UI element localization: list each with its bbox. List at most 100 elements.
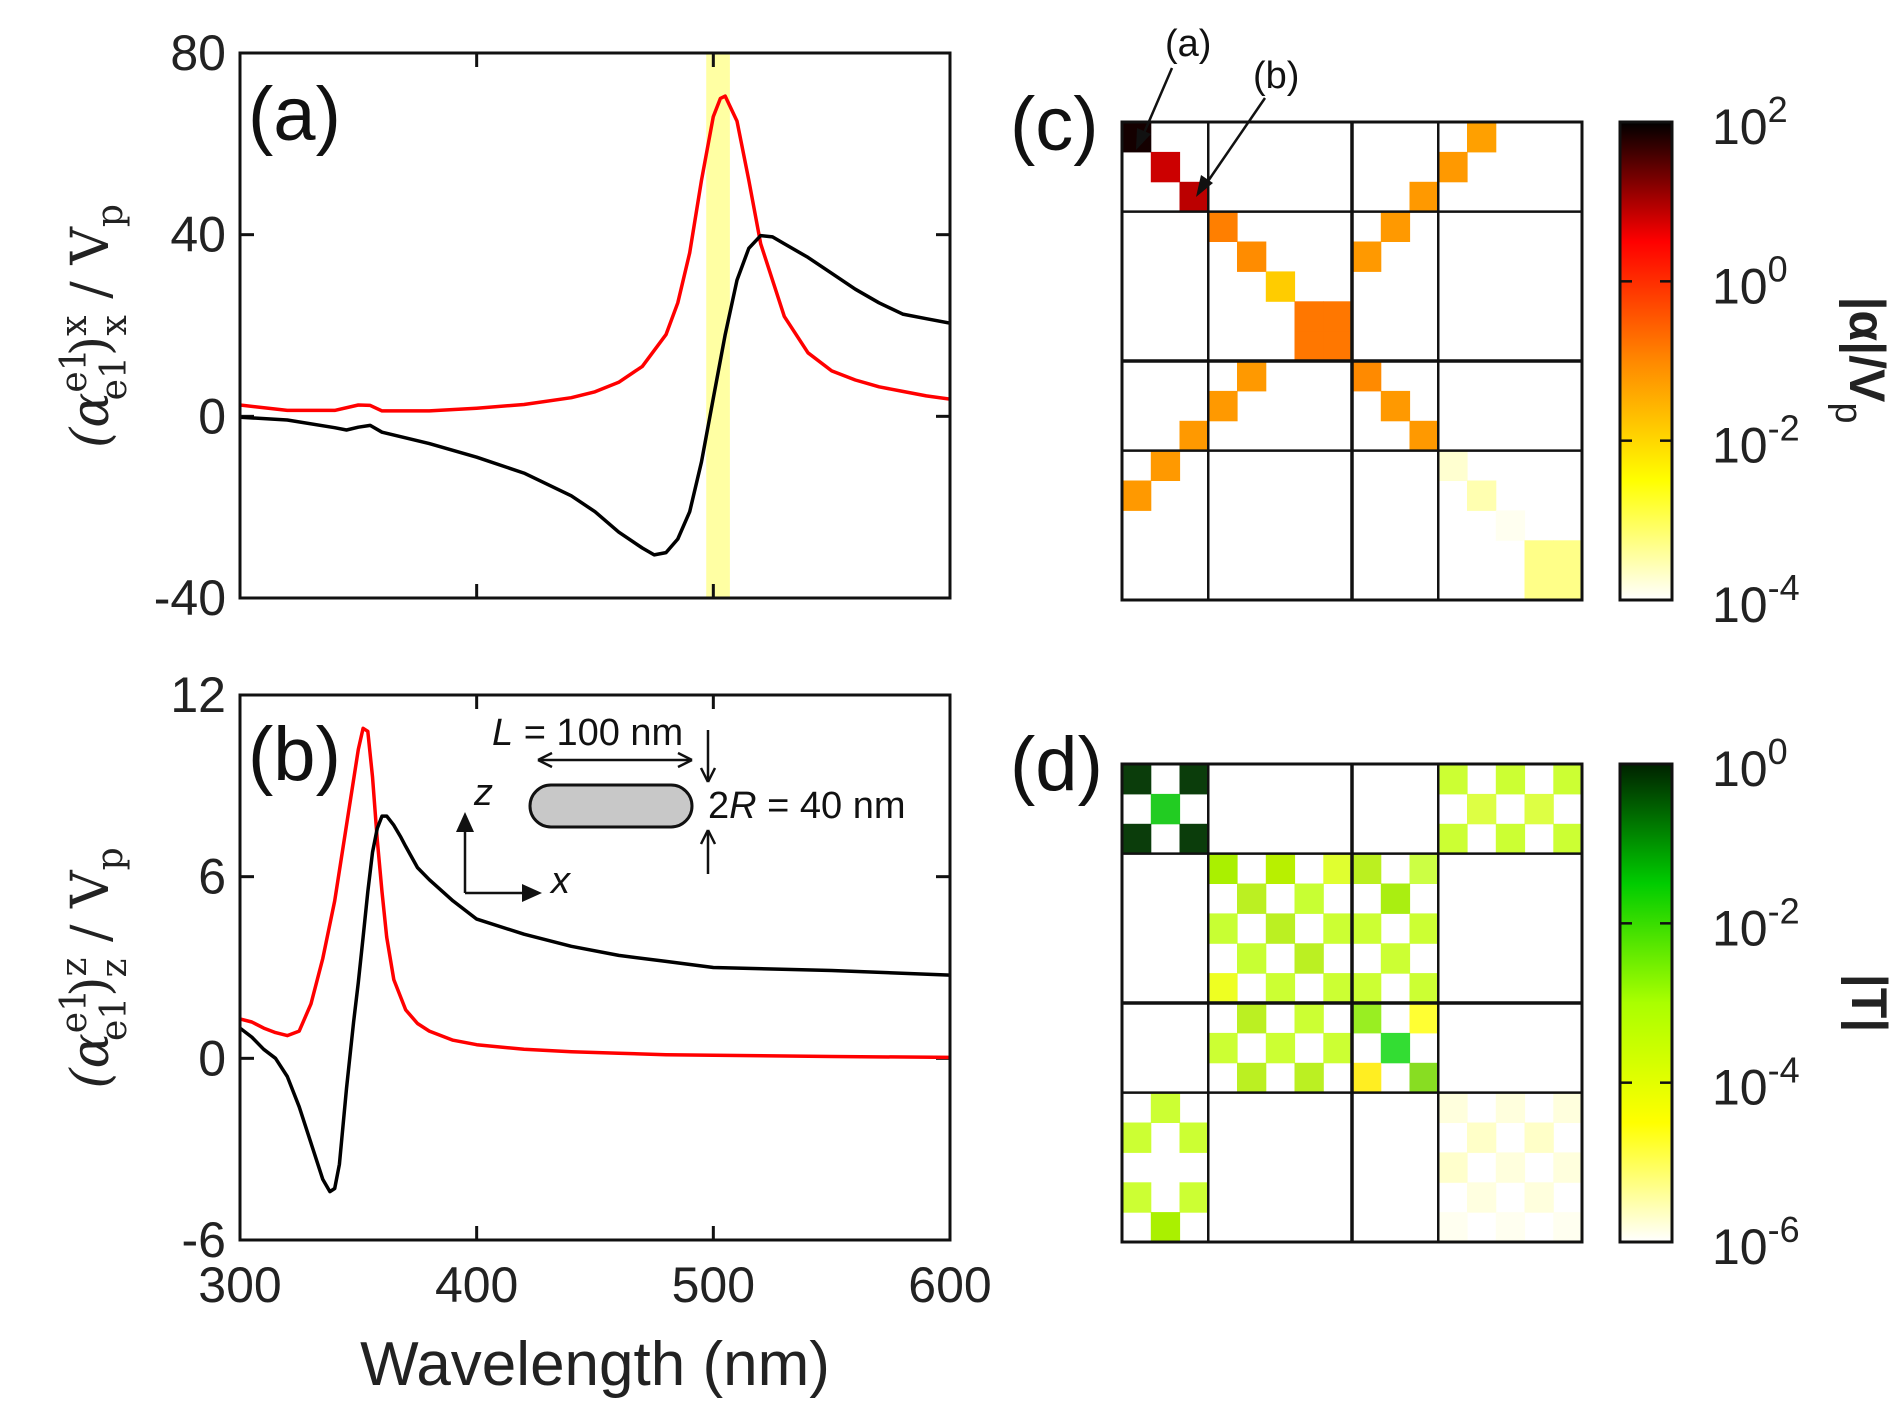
heatmap-cell bbox=[1467, 793, 1497, 825]
panel-a-line-chart: 80 40 0 -40 (a) (αe1e1)xx / Vp bbox=[54, 25, 952, 626]
colorbar-tick-label: 10-2 bbox=[1712, 408, 1800, 474]
panel-d-block-lines bbox=[1120, 762, 1584, 1244]
annotation-a: (a) bbox=[1165, 23, 1211, 65]
heatmap-cell bbox=[1208, 853, 1238, 884]
series-line-black bbox=[240, 233, 950, 557]
heatmap-cell bbox=[1208, 913, 1238, 944]
heatmap-cell bbox=[1150, 151, 1181, 183]
heatmap-cell bbox=[1438, 1152, 1468, 1183]
tick-base: 10 bbox=[1712, 1219, 1768, 1275]
heatmap-cell bbox=[1352, 241, 1382, 272]
heatmap-cell bbox=[1553, 823, 1583, 855]
colorbar-tick-label: 10-6 bbox=[1712, 1209, 1800, 1275]
series-line-red bbox=[240, 94, 950, 413]
heatmap-cell bbox=[1294, 301, 1324, 332]
ylabel-alpha: (α bbox=[61, 1033, 121, 1088]
panel-b-xlabel: Wavelength (nm) bbox=[360, 1330, 830, 1399]
heatmap-cell bbox=[1294, 883, 1324, 914]
ylabel-comp-sub: z bbox=[94, 959, 135, 978]
panel-a-ticks: 80 40 0 -40 bbox=[154, 25, 226, 626]
tick-exponent: -4 bbox=[1768, 567, 1800, 608]
panel-a-frame bbox=[238, 51, 952, 600]
heatmap-cell bbox=[1294, 331, 1324, 362]
heatmap-cell bbox=[1380, 883, 1411, 914]
y-tick-label: 0 bbox=[198, 1030, 226, 1086]
tick-base: 10 bbox=[1712, 900, 1768, 956]
heatmap-cell bbox=[1495, 510, 1526, 541]
heatmap-cell bbox=[1237, 943, 1267, 974]
heatmap-cell bbox=[1150, 793, 1181, 825]
heatmap-cell bbox=[1495, 764, 1526, 795]
heatmap-cell bbox=[1179, 420, 1209, 452]
heatmap-cell bbox=[1352, 853, 1382, 884]
heatmap-cell bbox=[1438, 1212, 1468, 1243]
heatmap-cell bbox=[1352, 361, 1382, 392]
tick-exponent: -6 bbox=[1768, 1209, 1800, 1250]
colorbar-c bbox=[1618, 120, 1674, 602]
heatmap-cell bbox=[1438, 764, 1468, 795]
tick-exponent: 0 bbox=[1768, 731, 1788, 772]
ylabel-tail-sub: p bbox=[90, 204, 131, 227]
heatmap-cell bbox=[1524, 793, 1554, 825]
heatmap-cell bbox=[1122, 764, 1152, 795]
y-tick-label: 6 bbox=[198, 849, 226, 905]
annotation-a-arrow bbox=[1139, 67, 1174, 141]
panel-b-ylabel: (αe1e1)zz / Vp bbox=[54, 847, 135, 1088]
heatmap-cell bbox=[1524, 570, 1554, 601]
heatmap-cell bbox=[1208, 390, 1238, 422]
ylabel-comp-sub: x bbox=[94, 315, 135, 335]
heatmap-cell bbox=[1265, 913, 1296, 944]
y-tick-label: 0 bbox=[198, 388, 226, 444]
panel-a-ylabel: (αe1e1)xx / Vp bbox=[54, 204, 135, 448]
heatmap-cell bbox=[1208, 1032, 1238, 1064]
annotation-a-arrowhead bbox=[1136, 128, 1151, 150]
heatmap-cell bbox=[1467, 480, 1497, 511]
tick-base: 10 bbox=[1712, 577, 1768, 633]
ylabel-sup: e1 bbox=[54, 989, 95, 1033]
x-tick-label: 400 bbox=[435, 1257, 518, 1313]
colorbar-tick-label: 100 bbox=[1712, 248, 1788, 314]
panel-a-series bbox=[240, 94, 950, 557]
heatmap-cell bbox=[1237, 883, 1267, 914]
radius-label: 2R = 40 nm bbox=[708, 785, 906, 827]
heatmap-cell bbox=[1294, 1003, 1324, 1034]
heatmap-cell bbox=[1179, 764, 1209, 795]
panel-b-grid bbox=[238, 693, 952, 1242]
heatmap-cell bbox=[1122, 823, 1152, 855]
heatmap-cell bbox=[1265, 271, 1296, 302]
heatmap-cell bbox=[1352, 1003, 1382, 1034]
radius-label-value: = 40 nm bbox=[757, 785, 906, 827]
radius-arrowhead-top bbox=[699, 767, 717, 783]
nanorod-shape bbox=[528, 783, 694, 829]
panel-b-series bbox=[240, 726, 950, 1194]
tick-base: 10 bbox=[1712, 741, 1768, 797]
length-label: L = 100 nm bbox=[492, 712, 683, 754]
annotation-b-arrow bbox=[1202, 97, 1267, 188]
heatmap-cell bbox=[1409, 1003, 1439, 1034]
heatmap-cell bbox=[1122, 1122, 1152, 1153]
heatmap-cell bbox=[1380, 1032, 1411, 1064]
heatmap-cell bbox=[1352, 913, 1382, 944]
ylabel-close: ) bbox=[61, 336, 121, 356]
panel-c-label: (c) bbox=[1010, 82, 1099, 167]
heatmap-cell bbox=[1352, 1062, 1382, 1094]
panel-a-label: (a) bbox=[248, 72, 341, 157]
radius-arrowhead-bottom bbox=[699, 829, 717, 845]
tick-exponent: -2 bbox=[1768, 890, 1800, 931]
colorbar-tick-label: 102 bbox=[1712, 89, 1788, 155]
heatmap-cell bbox=[1237, 1003, 1267, 1034]
heatmap-cell bbox=[1294, 943, 1324, 974]
tick-exponent: 0 bbox=[1768, 248, 1788, 289]
heatmap-cell bbox=[1150, 450, 1181, 481]
heatmap-cell bbox=[1409, 420, 1439, 452]
heatmap-cell bbox=[1150, 1212, 1181, 1243]
heatmap-cell bbox=[1265, 1032, 1296, 1064]
tick-base: 10 bbox=[1712, 258, 1768, 314]
ylabel-comp-sup: z bbox=[54, 958, 95, 977]
ylabel-sub: e1 bbox=[94, 356, 135, 400]
heatmap-cell bbox=[1294, 1062, 1324, 1094]
heatmap-cell bbox=[1323, 1032, 1353, 1064]
y-tick-label: 12 bbox=[170, 667, 226, 723]
colorbar-tick-label: 10-4 bbox=[1712, 1050, 1800, 1116]
